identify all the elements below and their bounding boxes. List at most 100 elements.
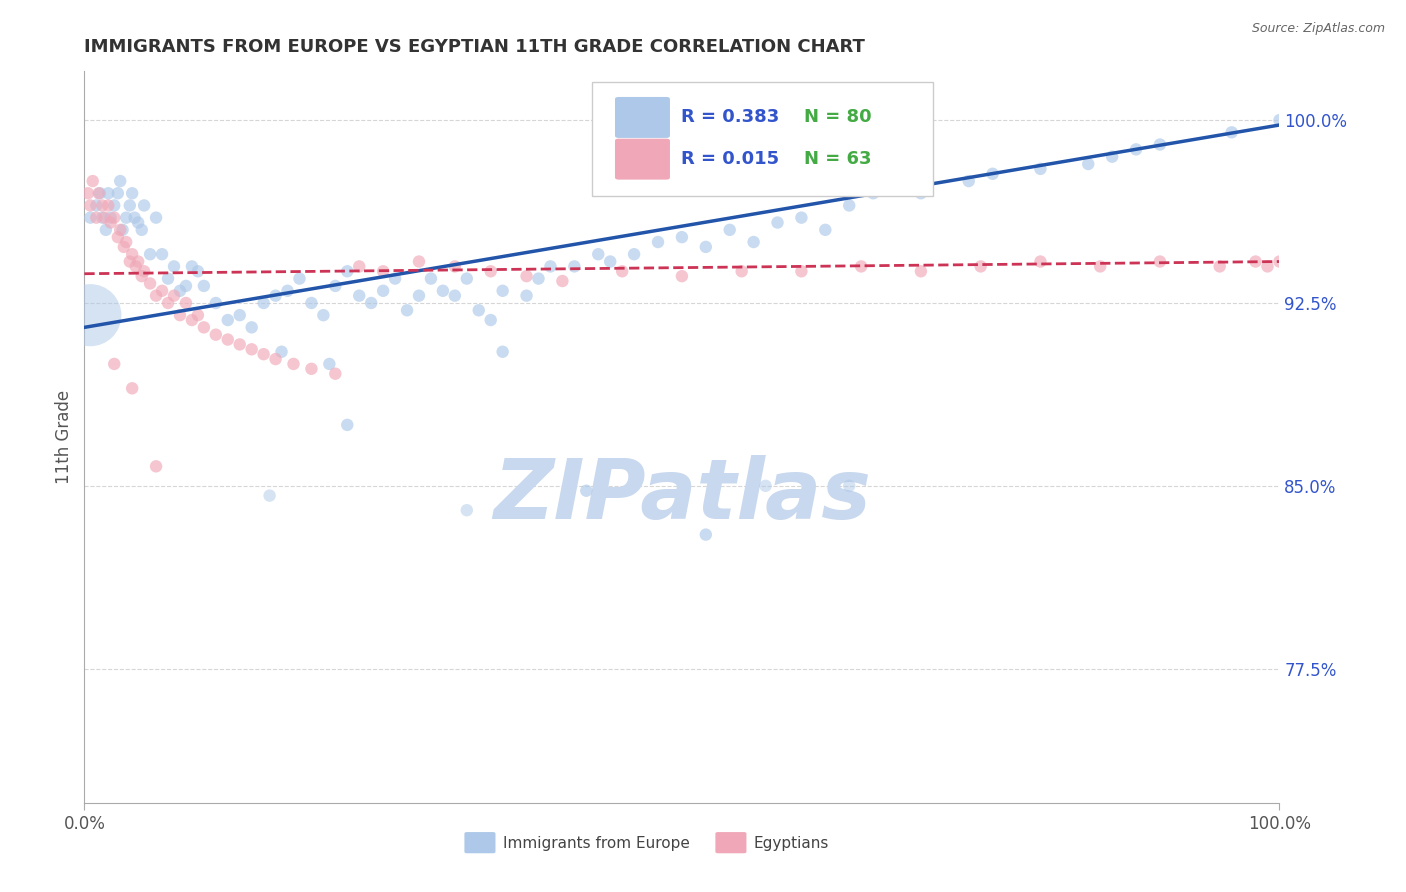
Point: [910, 264, 932, 278]
Point: [373, 284, 395, 298]
Point: [205, 296, 228, 310]
Point: [193, 320, 215, 334]
Point: [132, 198, 156, 212]
Point: [97, 198, 120, 212]
Point: [169, 308, 191, 322]
Point: [157, 271, 180, 285]
Point: [121, 186, 143, 201]
Point: [444, 260, 467, 274]
Point: [79, 211, 101, 225]
Point: [124, 211, 146, 225]
Point: [516, 288, 538, 302]
Point: [671, 269, 693, 284]
Point: [1149, 137, 1171, 152]
Point: [516, 269, 538, 284]
FancyBboxPatch shape: [614, 138, 671, 179]
Point: [82, 174, 104, 188]
Point: [103, 198, 125, 212]
Point: [121, 381, 143, 395]
Point: [118, 254, 141, 268]
Point: [193, 279, 215, 293]
Point: [1077, 157, 1099, 171]
Point: [103, 211, 125, 225]
Point: [336, 264, 359, 278]
Point: [456, 503, 478, 517]
Point: [100, 215, 122, 229]
Point: [456, 271, 478, 285]
Point: [229, 308, 252, 322]
Point: [731, 264, 754, 278]
Point: [957, 174, 980, 188]
Point: [432, 284, 454, 298]
Point: [623, 247, 645, 261]
Point: [277, 284, 299, 298]
Point: [118, 198, 141, 212]
Point: [349, 288, 371, 302]
Text: IMMIGRANTS FROM EUROPE VS EGYPTIAN 11TH GRADE CORRELATION CHART: IMMIGRANTS FROM EUROPE VS EGYPTIAN 11TH …: [84, 38, 865, 56]
Point: [420, 271, 443, 285]
Point: [169, 284, 191, 298]
Y-axis label: 11th Grade: 11th Grade: [55, 390, 73, 484]
Point: [115, 211, 138, 225]
Point: [588, 247, 610, 261]
Point: [132, 264, 156, 278]
Point: [157, 296, 180, 310]
Point: [91, 211, 114, 225]
Point: [1101, 150, 1123, 164]
Point: [121, 247, 143, 261]
Point: [283, 357, 305, 371]
Text: R = 0.015: R = 0.015: [681, 150, 779, 168]
Point: [150, 284, 173, 298]
Point: [187, 308, 209, 322]
Point: [1220, 125, 1243, 139]
Point: [1244, 254, 1267, 268]
Point: [318, 357, 340, 371]
Point: [94, 223, 117, 237]
Point: [468, 303, 491, 318]
FancyBboxPatch shape: [592, 82, 934, 195]
Point: [270, 344, 292, 359]
Point: [229, 337, 252, 351]
Point: [163, 260, 186, 274]
Point: [981, 167, 1004, 181]
Point: [336, 417, 359, 432]
Point: [264, 352, 287, 367]
FancyBboxPatch shape: [716, 832, 747, 854]
Point: [79, 198, 101, 212]
Point: [1125, 142, 1147, 156]
Point: [112, 240, 135, 254]
Point: [91, 198, 114, 212]
Text: Source: ZipAtlas.com: Source: ZipAtlas.com: [1251, 22, 1385, 36]
Point: [93, 211, 115, 225]
Point: [647, 235, 669, 249]
Point: [312, 308, 335, 322]
Point: [253, 347, 276, 361]
Point: [599, 254, 621, 268]
Point: [790, 211, 813, 225]
Point: [145, 459, 167, 474]
Point: [1268, 113, 1291, 128]
Point: [408, 254, 430, 268]
Point: [671, 230, 693, 244]
Point: [139, 247, 162, 261]
Point: [349, 260, 371, 274]
Point: [862, 186, 884, 201]
Point: [408, 288, 430, 302]
Point: [612, 264, 634, 278]
Point: [127, 215, 149, 229]
Point: [838, 479, 860, 493]
Point: [264, 288, 287, 302]
Point: [181, 260, 204, 274]
Point: [217, 333, 239, 347]
Point: [174, 279, 197, 293]
Point: [86, 211, 108, 225]
Point: [742, 235, 765, 249]
Point: [240, 343, 263, 357]
Point: [107, 230, 129, 244]
Point: [551, 274, 574, 288]
Point: [259, 489, 281, 503]
Point: [814, 223, 837, 237]
Point: [131, 269, 153, 284]
Point: [89, 186, 111, 201]
Point: [360, 296, 382, 310]
